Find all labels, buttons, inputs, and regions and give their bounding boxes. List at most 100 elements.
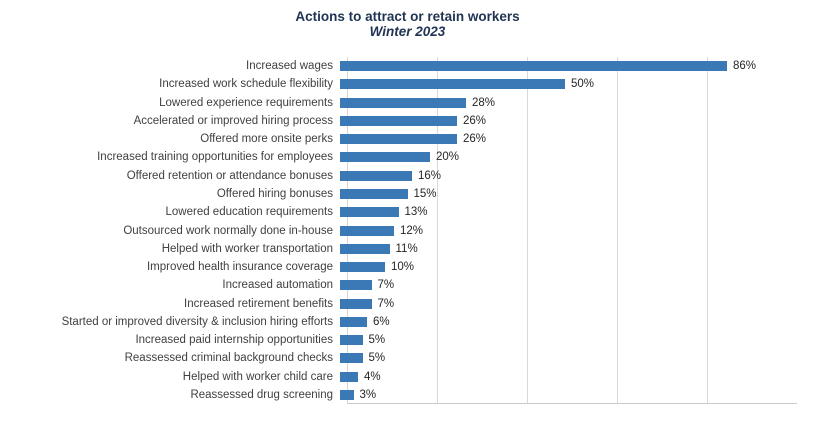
value-label: 10% (391, 261, 415, 274)
bar-row: Increased automation 7% (7, 276, 797, 294)
chart-subtitle: Winter 2023 (369, 24, 446, 39)
bar (340, 79, 565, 90)
category-label: Started or improved diversity & inclusio… (61, 315, 333, 328)
bar-track: 26% (340, 130, 790, 148)
bar (340, 225, 394, 236)
bar (340, 188, 408, 199)
bar-row: Lowered education requirements 13% (7, 203, 797, 221)
category-label: Offered more onsite perks (200, 133, 333, 146)
value-label: 15% (413, 187, 437, 200)
bar (340, 316, 367, 327)
category-label: Helped with worker transportation (161, 242, 333, 255)
bar-track: 15% (340, 185, 790, 203)
category-label: Reassessed criminal background checks (124, 352, 333, 365)
category-label: Reassessed drug screening (190, 388, 333, 401)
category-label: Increased training opportunities for emp… (97, 151, 333, 164)
chart-header: Actions to attract or retain workers Win… (0, 0, 815, 39)
bar (340, 262, 385, 273)
value-label: 4% (364, 370, 381, 383)
value-label: 26% (463, 133, 487, 146)
category-label: Offered hiring bonuses (216, 187, 333, 200)
value-label: 11% (395, 242, 418, 255)
bar (340, 134, 457, 145)
bar (340, 371, 358, 382)
bar-row: Reassessed criminal background checks 5% (7, 349, 797, 367)
category-label: Increased wages (246, 60, 333, 73)
category-label: Lowered education requirements (165, 206, 334, 219)
bar-track: 13% (340, 203, 790, 221)
bar-track: 5% (340, 331, 790, 349)
bar-track: 16% (340, 167, 790, 185)
bar-track: 12% (340, 221, 790, 239)
value-label: 13% (404, 206, 428, 219)
bar-row: Increased paid internship opportunities 5… (7, 331, 797, 349)
category-label: Increased automation (222, 279, 333, 292)
bar-track: 28% (340, 94, 790, 112)
category-label: Increased paid internship opportunities (135, 334, 333, 347)
value-label: 26% (463, 114, 487, 127)
category-label: Improved health insurance coverage (146, 261, 333, 274)
bar-track: 50% (340, 75, 790, 93)
bar (340, 335, 363, 346)
bar (340, 115, 457, 126)
bar-track: 5% (340, 349, 790, 367)
bar-row: Increased retirement benefits 7% (7, 294, 797, 312)
bar-row: Increased work schedule flexibility 50% (7, 75, 797, 93)
bar-track: 86% (340, 57, 790, 75)
bar-row: Helped with worker transportation 11% (7, 240, 797, 258)
value-label: 16% (418, 169, 442, 182)
bar-row: Lowered experience requirements 28% (7, 94, 797, 112)
bar (340, 298, 372, 309)
bar-row: Increased training opportunities for emp… (7, 148, 797, 166)
bar (340, 170, 412, 181)
chart-title: Actions to attract or retain workers (295, 9, 520, 24)
bar-row: Helped with worker child care 4% (7, 368, 797, 386)
bar (340, 152, 430, 163)
bar (340, 61, 727, 72)
category-label: Increased work schedule flexibility (159, 78, 333, 91)
category-label: Accelerated or improved hiring process (133, 114, 333, 127)
category-label: Outsourced work normally done in-house (123, 224, 333, 237)
bar-track: 7% (340, 294, 790, 312)
bar-track: 26% (340, 112, 790, 130)
bar-row: Offered retention or attendance bonuses 1… (7, 167, 797, 185)
category-label: Offered retention or attendance bonuses (126, 169, 333, 182)
value-label: 5% (368, 334, 386, 347)
bar-row: Improved health insurance coverage 10% (7, 258, 797, 276)
value-label: 5% (368, 352, 386, 365)
category-label: Lowered experience requirements (159, 96, 333, 109)
value-label: 20% (436, 151, 460, 164)
bar-rows: Increased wages 86% Increased work schedul… (7, 57, 797, 404)
value-label: 12% (400, 224, 424, 237)
category-label: Increased retirement benefits (184, 297, 333, 310)
gridlines (347, 57, 797, 404)
bar-row: Reassessed drug screening 3% (7, 386, 797, 404)
bar (340, 243, 390, 254)
bar-track: 11% (340, 240, 790, 258)
value-label: 7% (377, 279, 395, 292)
value-label: 6% (373, 315, 390, 328)
bar-track: 7% (340, 276, 790, 294)
bar-track: 20% (340, 148, 790, 166)
bar (340, 207, 399, 218)
bar-row: Outsourced work normally done in-house 12… (7, 221, 797, 239)
bar (340, 280, 372, 291)
bar-track: 3% (340, 386, 790, 404)
value-label: 28% (472, 96, 496, 109)
value-label: 86% (733, 60, 757, 73)
bar-row: Accelerated or improved hiring process 26… (7, 112, 797, 130)
bar-row: Offered more onsite perks 26% (7, 130, 797, 148)
bar-row: Offered hiring bonuses 15% (7, 185, 797, 203)
bar (340, 353, 363, 364)
value-label: 50% (571, 78, 595, 91)
value-label: 7% (377, 297, 395, 310)
bar-track: 4% (340, 368, 790, 386)
bar-row: Increased wages 86% (7, 57, 797, 75)
bar-row: Started or improved diversity & inclusio… (7, 313, 797, 331)
bar (340, 389, 354, 400)
category-label: Helped with worker child care (182, 370, 333, 383)
plot-area: Increased wages 86% Increased work schedul… (7, 57, 797, 404)
bar (340, 97, 466, 108)
bar-track: 6% (340, 313, 790, 331)
